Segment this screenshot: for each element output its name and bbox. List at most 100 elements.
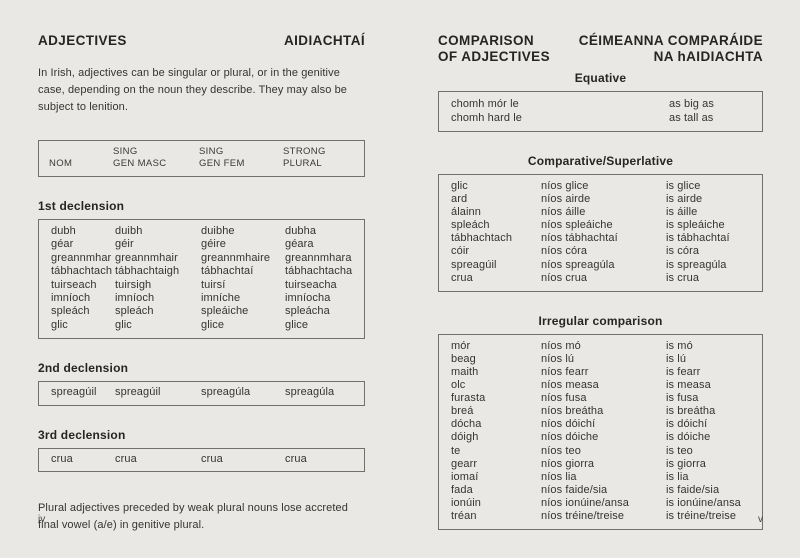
table-cell: spleách: [115, 305, 154, 318]
table-row: cóir níos córa is córa: [451, 245, 750, 258]
page-number-left: iv: [38, 514, 46, 525]
table-cell: PLURAL: [283, 157, 323, 169]
table-cell: gearr: [451, 457, 478, 470]
page-title-irish-line2: NA hAIDIACHTA: [653, 49, 763, 64]
table-cell: ard: [451, 193, 468, 206]
table-row: tábhachtach tábhachtaigh tábhachtaí tábhach…: [51, 265, 352, 278]
table-cell: iomaí: [451, 470, 479, 483]
table-cell: greannmhair: [115, 251, 178, 264]
table-row: dubh duibh duibhe dubha: [51, 225, 352, 238]
table-cell: is dóichí: [666, 418, 708, 431]
intro-paragraph: In Irish, adjectives can be singular or …: [38, 67, 348, 113]
table-cell: furasta: [451, 392, 486, 405]
table-cell: spleáiche: [201, 305, 249, 318]
table-cell: SING: [199, 146, 224, 157]
table-cell: greannmhara: [285, 251, 352, 264]
table-cell: níos lú: [541, 352, 575, 365]
table-row: imníoch imníoch imníche imníocha: [51, 292, 352, 305]
page-title-english-line2: OF ADJECTIVES: [438, 49, 550, 64]
table-cell: níos tábhachtaí: [541, 232, 618, 245]
table-cell: crua: [115, 452, 137, 465]
table-cell: níos glice: [541, 180, 589, 192]
table-cell: NOM: [49, 157, 73, 169]
table-equative: chomh mór le as big as chomh hard le as tal…: [438, 91, 763, 132]
table-row: fada níos faide/sia is faide/sia: [451, 484, 750, 497]
table-cell: is giorra: [666, 457, 707, 470]
table-cell: tábhachtacha: [285, 265, 353, 278]
table-cell: tábhachtach: [51, 265, 113, 278]
table-cell: greannmhar: [51, 251, 112, 264]
table-cell: mór: [451, 339, 471, 352]
table-cell: crua: [201, 452, 223, 465]
page-title-english: COMPARISON OF ADJECTIVES: [438, 33, 550, 65]
table-cell: glice: [285, 318, 309, 331]
table-cell: spreagúil: [115, 386, 161, 399]
table-cell: spleácha: [285, 305, 330, 318]
table-cell: is teo: [666, 444, 693, 457]
table-row: dóigh níos dóiche is dóiche: [451, 431, 750, 444]
table-cell: glic: [451, 180, 468, 192]
page-title-english-line1: COMPARISON: [438, 33, 535, 48]
table-cell: níos dóiche: [541, 431, 599, 444]
table-row: iomaí níos lia is lia: [451, 471, 750, 484]
table-row: breá níos breátha is breátha: [451, 405, 750, 418]
table-cell: as tall as: [669, 112, 714, 124]
page-title-irish: AIDIACHTAÍ: [284, 33, 365, 48]
table-cell: níos mó: [541, 339, 581, 352]
section-heading-2nd-declension: 2nd declension: [38, 361, 129, 376]
table-cell: níos crua: [541, 271, 588, 284]
table-cell: spleách: [51, 305, 90, 318]
table-cell: níos tréine/treise: [541, 509, 625, 522]
page-number-right: v: [758, 514, 763, 525]
table-cell: glic: [51, 318, 68, 331]
table-cell: géara: [285, 238, 314, 251]
table-cell: níos fearr: [541, 365, 589, 378]
table-cell: níos airde: [541, 193, 591, 206]
table-cell: crua: [285, 452, 307, 465]
footnote-text: Plural adjectives preceded by weak plura…: [38, 502, 348, 532]
table-cell: ionúin: [451, 496, 481, 509]
table-cell: glic: [115, 318, 132, 331]
table-cell: níos córa: [541, 245, 588, 258]
table-cell: tuirsigh: [115, 278, 152, 291]
table-row: chomh hard le as tall as: [451, 111, 750, 125]
table-row: chomh mór le as big as: [451, 97, 750, 111]
table-cell: is fusa: [666, 392, 699, 405]
page-left: ADJECTIVES AIDIACHTAÍ In Irish, adjectiv…: [38, 33, 365, 534]
table-cell: beag: [451, 352, 476, 365]
table-cell: is lú: [666, 352, 687, 365]
page-title-english: ADJECTIVES: [38, 33, 127, 48]
table-row: tábhachtach níos tábhachtaí is tábhachtaí: [451, 232, 750, 245]
table-cell: tuirseacha: [285, 278, 337, 291]
table-cell: fada: [451, 483, 473, 496]
table-cell: is breátha: [666, 405, 716, 418]
table-row: spreagúil spreagúil spreagúla spreagúla: [51, 386, 352, 399]
table-cell: duibh: [115, 225, 143, 237]
table-cell: is fearr: [666, 365, 701, 378]
table-2nd-declension: spreagúil spreagúil spreagúla spreagúla: [38, 381, 365, 406]
table-cell: spreagúla: [285, 386, 335, 399]
table-cell: tábhachtaí: [201, 265, 254, 278]
table-row: glic níos glice is glice: [451, 180, 750, 193]
table-cell: tábhachtach: [451, 232, 513, 245]
table-cell: imníoch: [115, 292, 155, 305]
table-cell: is airde: [666, 193, 703, 206]
table-row: crua níos crua is crua: [451, 272, 750, 285]
table-cell: breá: [451, 405, 474, 418]
table-row: ard níos airde is airde: [451, 193, 750, 206]
table-cell: imníocha: [285, 292, 331, 305]
page-right-title-row: COMPARISON OF ADJECTIVES CÉIMEANNA COMPA…: [438, 33, 763, 65]
table-cell: is dóiche: [666, 431, 711, 444]
table-cell: is tréine/treise: [666, 509, 737, 522]
table-cell: duibhe: [201, 225, 235, 237]
table-cell: tuirseach: [51, 278, 97, 291]
table-row: NOM GEN MASC GEN FEM PLURAL: [49, 158, 352, 170]
table-row: spleách níos spleáiche is spleáiche: [451, 219, 750, 232]
page-title-irish-line1: CÉIMEANNA COMPARÁIDE: [578, 33, 763, 48]
table-row: álainn níos áille is áille: [451, 206, 750, 219]
table-cell: níos spreagúla: [541, 258, 615, 271]
table-row: tréan níos tréine/treise is tréine/treise: [451, 510, 750, 523]
table-cell: spreagúil: [51, 386, 97, 399]
table-row: tuirseach tuirsigh tuirsí tuirseacha: [51, 279, 352, 292]
table-cell: is crua: [666, 271, 700, 284]
